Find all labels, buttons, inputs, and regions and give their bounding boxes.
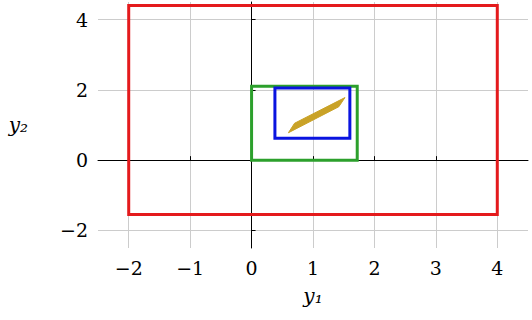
svg-text:2: 2: [368, 257, 380, 279]
svg-text:y₂: y₂: [8, 113, 28, 137]
svg-text:y₁: y₁: [302, 284, 322, 308]
svg-text:2: 2: [76, 79, 88, 101]
svg-text:−2: −2: [60, 219, 88, 241]
svg-text:0: 0: [246, 257, 258, 279]
svg-text:−1: −1: [176, 257, 204, 279]
svg-text:1: 1: [307, 257, 319, 279]
svg-text:4: 4: [491, 257, 503, 279]
svg-text:3: 3: [430, 257, 442, 279]
svg-text:−2: −2: [115, 257, 143, 279]
svg-text:0: 0: [76, 149, 88, 171]
svg-text:4: 4: [76, 9, 88, 31]
